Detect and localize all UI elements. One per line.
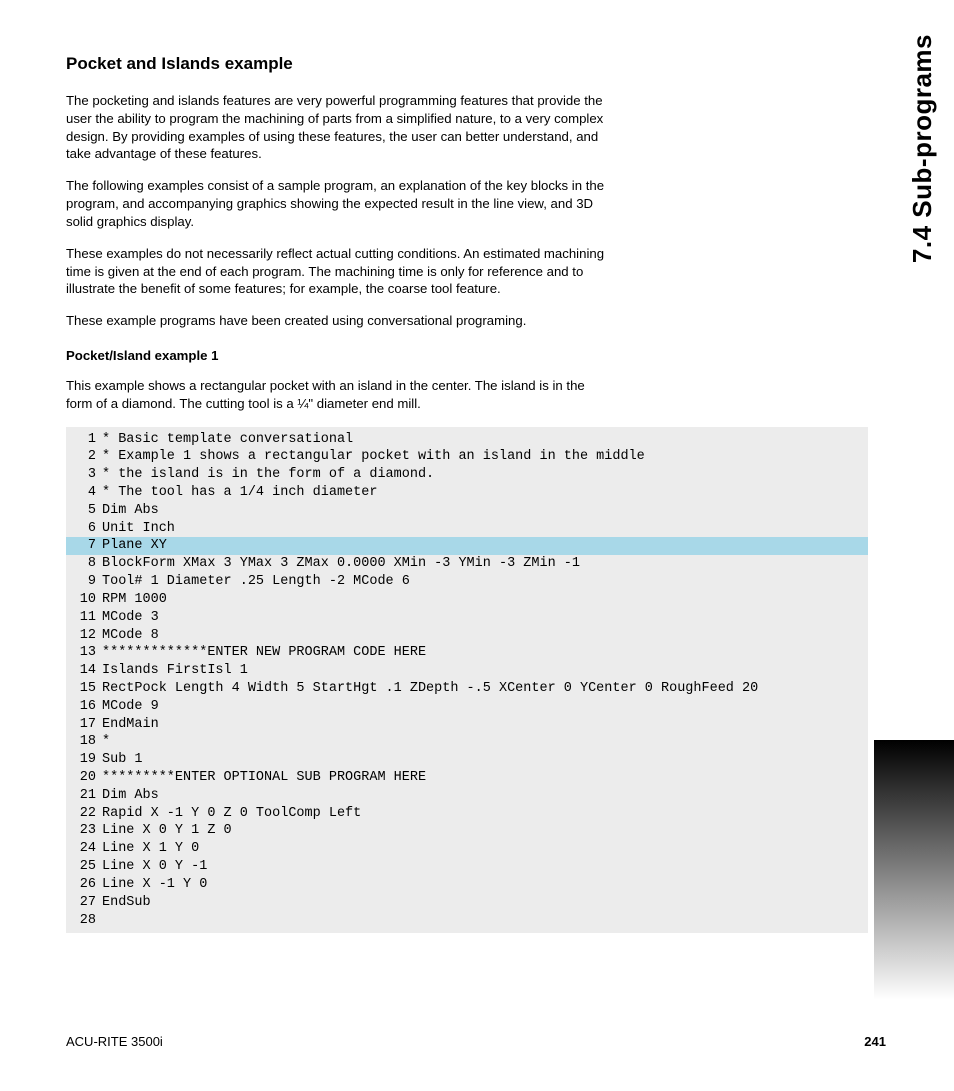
line-number: 28	[66, 912, 102, 930]
code-text: Tool# 1 Diameter .25 Length -2 MCode 6	[102, 573, 868, 591]
code-line: 16MCode 9	[66, 698, 868, 716]
line-number: 4	[66, 484, 102, 502]
line-number: 2	[66, 448, 102, 466]
code-line: 9Tool# 1 Diameter .25 Length -2 MCode 6	[66, 573, 868, 591]
code-line: 3* the island is in the form of a diamon…	[66, 466, 868, 484]
code-text: EndSub	[102, 894, 868, 912]
code-text: Line X 0 Y -1	[102, 858, 868, 876]
code-line: 6Unit Inch	[66, 520, 868, 538]
code-listing: 1* Basic template conversational2* Examp…	[66, 427, 868, 934]
line-number: 7	[66, 537, 102, 555]
code-text: Line X 0 Y 1 Z 0	[102, 822, 868, 840]
page-content: Pocket and Islands example The pocketing…	[66, 54, 676, 933]
line-number: 22	[66, 805, 102, 823]
side-gradient	[874, 740, 954, 1000]
line-number: 26	[66, 876, 102, 894]
code-line: 20*********ENTER OPTIONAL SUB PROGRAM HE…	[66, 769, 868, 787]
sub-heading: Pocket/Island example 1	[66, 348, 676, 363]
code-line: 14Islands FirstIsl 1	[66, 662, 868, 680]
paragraph: The pocketing and islands features are v…	[66, 92, 606, 163]
code-text: MCode 3	[102, 609, 868, 627]
code-line: 12MCode 8	[66, 627, 868, 645]
code-text: * The tool has a 1/4 inch diameter	[102, 484, 868, 502]
code-text: * the island is in the form of a diamond…	[102, 466, 868, 484]
line-number: 1	[66, 431, 102, 449]
code-text: Rapid X -1 Y 0 Z 0 ToolComp Left	[102, 805, 868, 823]
code-text: Unit Inch	[102, 520, 868, 538]
code-line: 7Plane XY	[66, 537, 868, 555]
line-number: 12	[66, 627, 102, 645]
line-number: 8	[66, 555, 102, 573]
code-line: 27EndSub	[66, 894, 868, 912]
code-text: Line X -1 Y 0	[102, 876, 868, 894]
line-number: 20	[66, 769, 102, 787]
code-line: 25Line X 0 Y -1	[66, 858, 868, 876]
code-line: 2* Example 1 shows a rectangular pocket …	[66, 448, 868, 466]
line-number: 19	[66, 751, 102, 769]
code-text: * Basic template conversational	[102, 431, 868, 449]
paragraph: The following examples consist of a samp…	[66, 177, 606, 230]
line-number: 10	[66, 591, 102, 609]
line-number: 11	[66, 609, 102, 627]
code-line: 15RectPock Length 4 Width 5 StartHgt .1 …	[66, 680, 868, 698]
line-number: 5	[66, 502, 102, 520]
line-number: 17	[66, 716, 102, 734]
line-number: 13	[66, 644, 102, 662]
line-number: 9	[66, 573, 102, 591]
code-text: RPM 1000	[102, 591, 868, 609]
line-number: 24	[66, 840, 102, 858]
code-text: Dim Abs	[102, 787, 868, 805]
code-line: 24Line X 1 Y 0	[66, 840, 868, 858]
footer-product: ACU-RITE 3500i	[66, 1034, 163, 1049]
code-line: 21Dim Abs	[66, 787, 868, 805]
line-number: 18	[66, 733, 102, 751]
code-line: 13*************ENTER NEW PROGRAM CODE HE…	[66, 644, 868, 662]
page-number: 241	[864, 1034, 886, 1049]
paragraph: These examples do not necessarily reflec…	[66, 245, 606, 298]
line-number: 6	[66, 520, 102, 538]
code-line: 23Line X 0 Y 1 Z 0	[66, 822, 868, 840]
code-text: Sub 1	[102, 751, 868, 769]
code-text: BlockForm XMax 3 YMax 3 ZMax 0.0000 XMin…	[102, 555, 868, 573]
code-text: Islands FirstIsl 1	[102, 662, 868, 680]
page-footer: ACU-RITE 3500i 241	[66, 1034, 886, 1049]
code-line: 10RPM 1000	[66, 591, 868, 609]
code-text: RectPock Length 4 Width 5 StartHgt .1 ZD…	[102, 680, 868, 698]
code-text: *********ENTER OPTIONAL SUB PROGRAM HERE	[102, 769, 868, 787]
paragraph: These example programs have been created…	[66, 312, 606, 330]
code-text: MCode 9	[102, 698, 868, 716]
code-text: *	[102, 733, 868, 751]
code-line: 17EndMain	[66, 716, 868, 734]
code-line: 8BlockForm XMax 3 YMax 3 ZMax 0.0000 XMi…	[66, 555, 868, 573]
code-line: 1* Basic template conversational	[66, 431, 868, 449]
code-line: 11MCode 3	[66, 609, 868, 627]
line-number: 14	[66, 662, 102, 680]
code-text: MCode 8	[102, 627, 868, 645]
code-line: 4* The tool has a 1/4 inch diameter	[66, 484, 868, 502]
line-number: 3	[66, 466, 102, 484]
line-number: 21	[66, 787, 102, 805]
code-line: 26Line X -1 Y 0	[66, 876, 868, 894]
code-text: *************ENTER NEW PROGRAM CODE HERE	[102, 644, 868, 662]
code-line: 28	[66, 912, 868, 930]
code-text	[102, 912, 868, 930]
section-tab: 7.4 Sub-programs	[907, 34, 938, 263]
code-line: 22Rapid X -1 Y 0 Z 0 ToolComp Left	[66, 805, 868, 823]
code-text: Plane XY	[102, 537, 868, 555]
code-text: Line X 1 Y 0	[102, 840, 868, 858]
line-number: 23	[66, 822, 102, 840]
code-line: 19Sub 1	[66, 751, 868, 769]
code-text: EndMain	[102, 716, 868, 734]
code-text: Dim Abs	[102, 502, 868, 520]
line-number: 16	[66, 698, 102, 716]
paragraph: This example shows a rectangular pocket …	[66, 377, 606, 413]
line-number: 25	[66, 858, 102, 876]
line-number: 27	[66, 894, 102, 912]
code-line: 18*	[66, 733, 868, 751]
page-heading: Pocket and Islands example	[66, 54, 676, 74]
code-line: 5Dim Abs	[66, 502, 868, 520]
line-number: 15	[66, 680, 102, 698]
code-text: * Example 1 shows a rectangular pocket w…	[102, 448, 868, 466]
